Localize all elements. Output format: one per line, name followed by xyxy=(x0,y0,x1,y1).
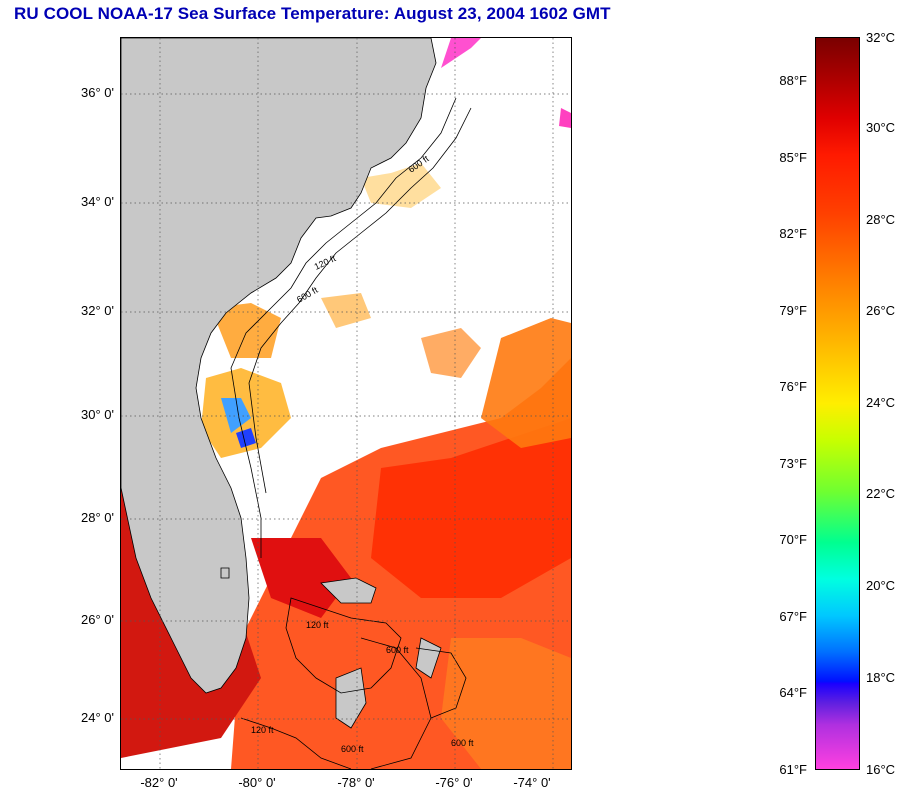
lat-tick-label: 32° 0' xyxy=(81,303,114,318)
celsius-label: 26°C xyxy=(866,303,896,318)
contour-label: 600 ft xyxy=(386,645,409,655)
lat-tick-label: 26° 0' xyxy=(81,612,114,627)
celsius-label: 18°C xyxy=(866,670,896,685)
lon-tick-label: -76° 0' xyxy=(435,775,473,790)
sst-cool-patches xyxy=(201,38,571,458)
celsius-label: 24°C xyxy=(866,395,896,410)
fahrenheit-label: 82°F xyxy=(779,226,807,241)
celsius-label: 30°C xyxy=(866,120,896,135)
lat-tick-label: 24° 0' xyxy=(81,710,114,725)
contour-label: 600 ft xyxy=(451,738,474,748)
lat-tick-label: 28° 0' xyxy=(81,510,114,525)
lat-tick-label: 34° 0' xyxy=(81,194,114,209)
fahrenheit-label: 70°F xyxy=(779,532,807,547)
fahrenheit-label: 85°F xyxy=(779,150,807,165)
bahamas-islands xyxy=(220,567,442,729)
contour-label: 120 ft xyxy=(306,620,329,630)
contour-label: 600 ft xyxy=(341,744,364,754)
sst-map[interactable]: 600 ft 120 ft 600 ft 120 ft 600 ft 120 f… xyxy=(120,37,572,770)
lat-tick-label: 30° 0' xyxy=(81,407,114,422)
sst-map-canvas: 600 ft 120 ft 600 ft 120 ft 600 ft 120 f… xyxy=(121,38,571,769)
fahrenheit-label: 64°F xyxy=(779,685,807,700)
lon-tick-label: -78° 0' xyxy=(337,775,375,790)
contour-label: 120 ft xyxy=(313,253,338,272)
temperature-colorbar xyxy=(815,37,860,770)
contour-label: 120 ft xyxy=(251,725,274,735)
land-mass xyxy=(121,38,437,694)
contour-label: 600 ft xyxy=(295,285,320,305)
lon-tick-label: -74° 0' xyxy=(513,775,551,790)
fahrenheit-label: 61°F xyxy=(779,762,807,777)
celsius-label: 22°C xyxy=(866,486,896,501)
celsius-label: 32°C xyxy=(866,30,896,45)
celsius-label: 20°C xyxy=(866,578,896,593)
graticule xyxy=(121,38,571,769)
fahrenheit-label: 88°F xyxy=(779,73,807,88)
lat-tick-label: 36° 0' xyxy=(81,85,114,100)
lon-tick-label: -80° 0' xyxy=(238,775,276,790)
fahrenheit-label: 67°F xyxy=(779,609,807,624)
celsius-label: 16°C xyxy=(866,762,896,777)
lon-tick-label: -82° 0' xyxy=(140,775,178,790)
fahrenheit-label: 76°F xyxy=(779,379,807,394)
page-title: RU COOL NOAA-17 Sea Surface Temperature:… xyxy=(14,4,611,23)
fahrenheit-label: 79°F xyxy=(779,303,807,318)
isobath-contours xyxy=(230,97,472,769)
celsius-label: 28°C xyxy=(866,212,896,227)
fahrenheit-label: 73°F xyxy=(779,456,807,471)
